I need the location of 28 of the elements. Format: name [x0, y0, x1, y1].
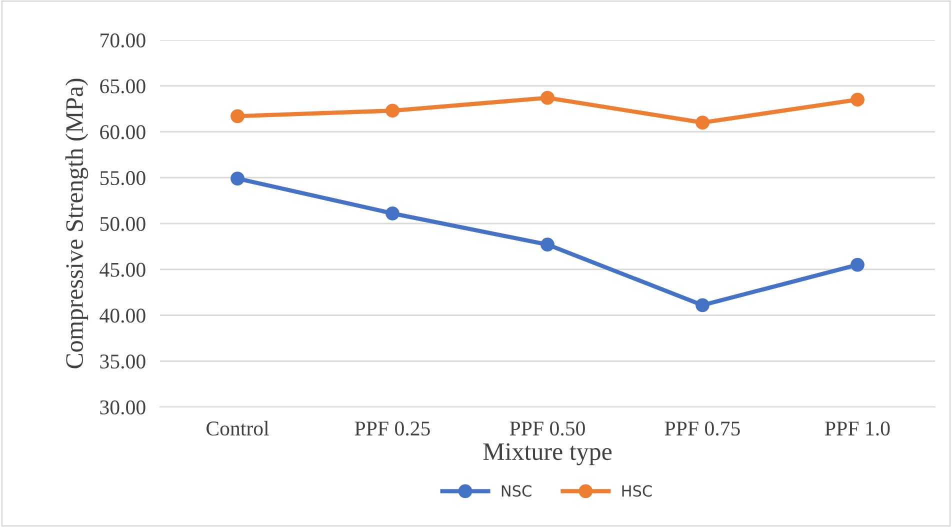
point	[230, 172, 244, 186]
point	[850, 92, 864, 107]
y-tick-label: 35.00	[100, 354, 146, 369]
point	[696, 298, 710, 312]
y-tick-label: 30.00	[100, 400, 146, 415]
y-axis-title: Compressive Strength (MPa)	[65, 78, 88, 368]
x-tick-label: PPF 0.25	[354, 421, 430, 436]
legend-label: NSC	[502, 485, 532, 497]
point	[850, 258, 864, 272]
y-tick-label: 40.00	[100, 308, 146, 323]
point	[696, 116, 710, 130]
point	[230, 109, 244, 124]
legend-label: HSC	[622, 485, 652, 497]
x-tick-label: PPF 0.75	[664, 421, 740, 436]
y-tick-label: 45.00	[100, 262, 146, 277]
y-tick-label: 55.00	[100, 171, 146, 186]
y-tick-label: 60.00	[100, 125, 146, 140]
x-tick-label: PPF 0.50	[510, 421, 585, 436]
y-tick-label: 50.00	[100, 216, 146, 232]
point	[386, 104, 400, 118]
x-tick-label: PPF 1.0	[825, 421, 890, 436]
point	[386, 206, 400, 220]
x-tick-label: Control	[206, 420, 269, 436]
y-tick-label: 70.00	[100, 33, 146, 48]
x-axis-title: Mixture type	[483, 443, 612, 466]
point	[540, 90, 554, 105]
point	[540, 238, 554, 252]
y-tick-label: 65.00	[100, 79, 146, 94]
